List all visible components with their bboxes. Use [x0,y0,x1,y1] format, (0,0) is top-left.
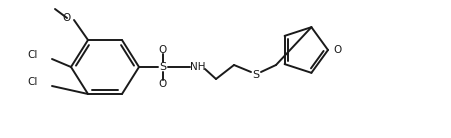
Text: O: O [63,13,71,23]
Text: O: O [158,79,167,89]
Text: S: S [159,62,166,72]
Text: Cl: Cl [28,77,38,87]
Text: S: S [252,70,259,80]
Text: Cl: Cl [28,50,38,60]
Text: O: O [332,45,341,55]
Text: NH: NH [190,62,205,72]
Text: O: O [158,45,167,55]
